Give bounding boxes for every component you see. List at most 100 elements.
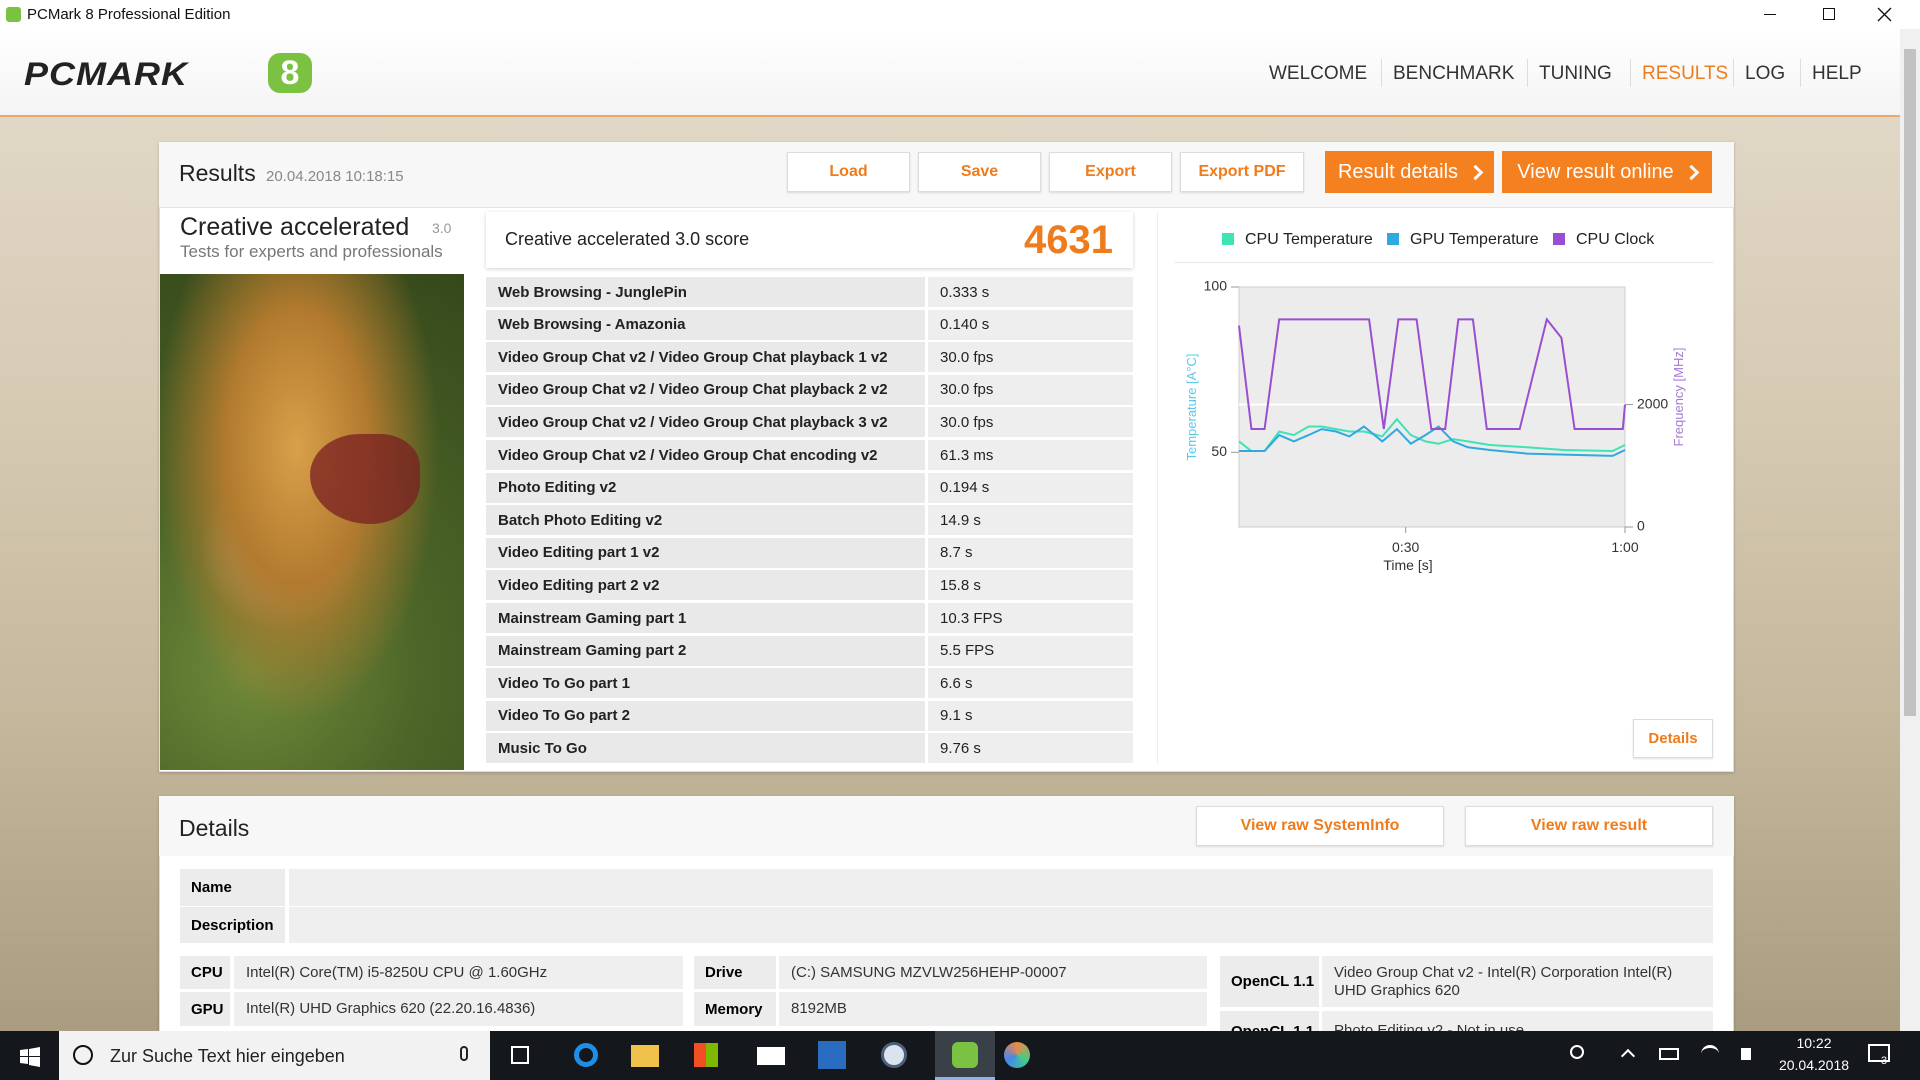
logo-badge: 8 (268, 53, 312, 93)
nav-item[interactable]: LOG (1745, 63, 1786, 84)
system-label: Memory (694, 992, 776, 1026)
nav-separator (1733, 59, 1734, 87)
primary-button[interactable]: Result details (1325, 151, 1494, 193)
primary-button[interactable]: View result online (1502, 151, 1712, 193)
results-button[interactable]: Export PDF (1180, 152, 1304, 192)
explorer-icon[interactable] (631, 1045, 659, 1067)
result-value: 0.140 s (928, 309, 1133, 340)
field-label: Name (180, 869, 285, 906)
system-label: OpenCL 1.1 (1220, 1011, 1319, 1031)
be-icon[interactable] (818, 1041, 846, 1069)
minimize-button[interactable] (1764, 14, 1776, 15)
results-button[interactable]: Load (787, 152, 910, 192)
result-name: Video Group Chat v2 / Video Group Chat e… (486, 440, 925, 470)
result-name: Video Group Chat v2 / Video Group Chat p… (486, 374, 925, 405)
field-value (289, 869, 1713, 906)
result-value: 61.3 ms (928, 440, 1133, 470)
mic-icon[interactable] (460, 1046, 468, 1061)
system-value: (C:) SAMSUNG MZVLW256HEHP-00007 (779, 956, 1207, 989)
system-value: Intel(R) UHD Graphics 620 (22.20.16.4836… (234, 992, 683, 1026)
results-title: Results (179, 160, 256, 186)
logo: PCMARK (24, 55, 188, 92)
store-icon[interactable] (694, 1043, 718, 1067)
result-name: Video Group Chat v2 / Video Group Chat p… (486, 407, 925, 438)
title-bar: PCMark 8 Professional Edition (0, 0, 1920, 29)
system-label: CPU (180, 956, 230, 989)
scrollbar[interactable] (1900, 29, 1920, 1031)
legend-divider (1175, 262, 1713, 263)
nav-separator (1527, 59, 1528, 87)
field-label: Description (180, 907, 285, 943)
result-name: Mainstream Gaming part 1 (486, 603, 925, 633)
system-value: 8192MB (779, 992, 1207, 1026)
wifi-icon[interactable] (1701, 1045, 1719, 1063)
result-value: 0.194 s (928, 472, 1133, 503)
details-action-button[interactable]: View raw SystemInfo (1196, 806, 1444, 846)
field-value (289, 907, 1713, 943)
nav-item[interactable]: TUNING (1539, 63, 1612, 84)
test-version: 3.0 (432, 220, 452, 236)
clock-time[interactable]: 10:22 (1796, 1035, 1832, 1051)
nav-item[interactable]: HELP (1812, 63, 1862, 84)
result-value: 10.3 FPS (928, 603, 1133, 633)
app-icon (6, 7, 21, 22)
nav-separator (1800, 59, 1801, 87)
taskbar: Zur Suche Text hier eingeben 10:22 20.04… (0, 1031, 1920, 1080)
volume-icon[interactable] (1741, 1048, 1751, 1060)
nav-separator (1630, 59, 1631, 87)
result-value: 30.0 fps (928, 342, 1133, 373)
action-center[interactable] (1868, 1044, 1890, 1062)
result-name: Video To Go part 2 (486, 700, 925, 731)
details-button[interactable]: Details (1633, 719, 1713, 758)
edge-icon[interactable] (574, 1043, 598, 1067)
result-value: 15.8 s (928, 570, 1133, 601)
nav-separator (1381, 59, 1382, 87)
result-name: Music To Go (486, 733, 925, 764)
restore-button[interactable] (1823, 8, 1835, 20)
results-button[interactable]: Export (1049, 152, 1172, 192)
result-name: Web Browsing - JunglePin (486, 277, 925, 307)
result-name: Video Editing part 1 v2 (486, 537, 925, 568)
result-name: Web Browsing - Amazonia (486, 309, 925, 340)
notification-count: 3 (1881, 1055, 1888, 1067)
people-icon[interactable] (1570, 1045, 1584, 1059)
pcmark-task[interactable] (935, 1031, 995, 1080)
clock-date[interactable]: 20.04.2018 (1778, 1057, 1850, 1073)
close-button[interactable] (1877, 7, 1892, 22)
start-button[interactable] (20, 1047, 40, 1067)
window-title: PCMark 8 Professional Edition (27, 6, 231, 23)
scroll-thumb[interactable] (1904, 49, 1916, 716)
results-date: 20.04.2018 10:18:15 (266, 168, 404, 185)
battery-icon[interactable] (1659, 1048, 1679, 1060)
system-label: GPU (180, 992, 230, 1026)
image-mouth (310, 434, 420, 524)
result-value: 6.6 s (928, 668, 1133, 699)
result-value: 30.0 fps (928, 374, 1133, 405)
details-action-button[interactable]: View raw result (1465, 806, 1713, 846)
pcmark-task-icon (952, 1042, 978, 1068)
mail-icon[interactable] (757, 1047, 785, 1065)
lock-icon[interactable] (881, 1042, 907, 1068)
system-label: Drive (694, 956, 776, 989)
result-value: 30.0 fps (928, 407, 1133, 438)
details-title: Details (179, 815, 250, 841)
search-box[interactable]: Zur Suche Text hier eingeben (59, 1031, 490, 1080)
nav-item[interactable]: WELCOME (1269, 63, 1368, 84)
result-name: Mainstream Gaming part 2 (486, 635, 925, 666)
nav-item[interactable]: BENCHMARK (1393, 63, 1515, 84)
nav: WELCOME BENCHMARK TUNING RESULTS LOG HELP (0, 29, 1900, 117)
search-placeholder: Zur Suche Text hier eingeben (110, 1046, 345, 1066)
tray-chevron[interactable] (1620, 1048, 1636, 1064)
result-value: 8.7 s (928, 537, 1133, 568)
task-view-icon[interactable] (511, 1046, 529, 1064)
system-value: Video Group Chat v2 - Intel(R) Corporati… (1322, 956, 1713, 1007)
leopard-image (160, 274, 464, 770)
results-button[interactable]: Save (918, 152, 1041, 192)
system-label: OpenCL 1.1 (1220, 956, 1319, 1007)
header: PCMARK 8 WELCOME BENCHMARK TUNING RESULTS LO… (0, 29, 1900, 117)
test-name: Creative accelerated (180, 213, 410, 241)
result-value: 9.76 s (928, 733, 1133, 764)
paint-icon[interactable] (1004, 1042, 1030, 1068)
nav-item[interactable]: RESULTS (1642, 63, 1729, 84)
